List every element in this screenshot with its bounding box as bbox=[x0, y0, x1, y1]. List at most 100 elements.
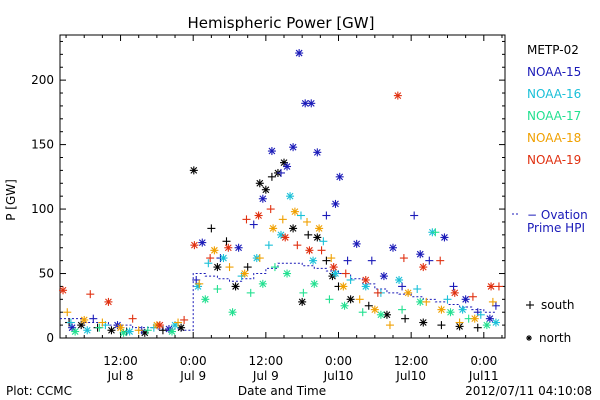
data-point bbox=[437, 321, 446, 330]
data-point bbox=[385, 321, 394, 330]
x-tick-date-label: Jul 8 bbox=[107, 369, 134, 383]
data-point bbox=[303, 217, 312, 226]
data-point bbox=[398, 305, 407, 314]
data-point bbox=[246, 288, 255, 297]
data-point bbox=[440, 233, 449, 242]
data-point bbox=[322, 211, 331, 220]
data-point bbox=[488, 297, 497, 306]
data-point bbox=[388, 243, 397, 252]
data-point bbox=[310, 279, 319, 288]
x-tick-time-label: 12:00 bbox=[394, 354, 429, 368]
data-point bbox=[210, 246, 219, 255]
data-point bbox=[431, 228, 440, 237]
data-point bbox=[283, 162, 292, 171]
data-point bbox=[195, 279, 204, 288]
y-axis-label: P [GW] bbox=[4, 179, 18, 221]
data-point bbox=[189, 166, 198, 175]
y-tick-label: 100 bbox=[31, 202, 54, 216]
data-point bbox=[293, 241, 302, 250]
data-point bbox=[177, 323, 186, 332]
data-point bbox=[155, 321, 164, 330]
data-point bbox=[198, 238, 207, 247]
legend-entry: METP-02 bbox=[527, 43, 579, 57]
data-point bbox=[343, 256, 352, 265]
data-point bbox=[249, 220, 258, 229]
ovation-hpi-path bbox=[60, 262, 496, 331]
data-point bbox=[71, 327, 80, 336]
data-point bbox=[315, 224, 324, 233]
data-point bbox=[219, 254, 228, 263]
legend-entry: NOAA-15 bbox=[527, 65, 581, 79]
data-point bbox=[313, 233, 322, 242]
data-point bbox=[470, 314, 479, 323]
data-point bbox=[395, 275, 404, 284]
data-point bbox=[283, 269, 292, 278]
x-axis-label: Date and Time bbox=[238, 384, 326, 398]
data-point bbox=[364, 301, 373, 310]
data-point bbox=[340, 301, 349, 310]
data-point bbox=[370, 305, 379, 314]
data-point bbox=[281, 233, 290, 242]
legend-north-symbol bbox=[526, 335, 532, 341]
data-point bbox=[425, 256, 434, 265]
data-point bbox=[401, 314, 410, 323]
data-point bbox=[419, 318, 428, 327]
footer-timestamp: 2012/07/11 04:10:08 bbox=[465, 384, 592, 398]
footer-plot-credit: Plot: CCMC bbox=[6, 384, 72, 398]
data-point bbox=[240, 269, 249, 278]
data-point bbox=[134, 326, 143, 335]
x-tick-date-label: Jul 9 bbox=[179, 369, 206, 383]
ovation-prime-hpi-line bbox=[60, 262, 496, 331]
data-point bbox=[436, 256, 445, 265]
legend-south-label: south bbox=[541, 298, 575, 312]
data-point bbox=[329, 263, 338, 272]
data-point bbox=[455, 318, 464, 327]
legend-entry: NOAA-16 bbox=[527, 87, 581, 101]
data-point bbox=[376, 310, 385, 319]
data-point bbox=[450, 288, 459, 297]
data-point bbox=[458, 305, 467, 314]
data-point bbox=[485, 314, 494, 323]
y-tick-label: 150 bbox=[31, 138, 54, 152]
data-point bbox=[346, 275, 355, 284]
data-point bbox=[59, 286, 68, 295]
data-point bbox=[255, 254, 264, 263]
data-point bbox=[482, 321, 491, 330]
data-point bbox=[341, 269, 350, 278]
data-point bbox=[66, 318, 75, 327]
data-point bbox=[305, 246, 314, 255]
data-point bbox=[242, 215, 251, 224]
data-point bbox=[289, 224, 298, 233]
data-point bbox=[361, 282, 370, 291]
data-point bbox=[225, 263, 234, 272]
data-point bbox=[468, 292, 477, 301]
legend-north-label: north bbox=[539, 331, 571, 345]
data-point bbox=[373, 288, 382, 297]
data-point bbox=[201, 295, 210, 304]
data-point bbox=[352, 239, 361, 248]
data-point bbox=[231, 282, 240, 291]
data-point bbox=[180, 315, 189, 324]
data-point bbox=[174, 318, 183, 327]
data-point bbox=[358, 308, 367, 317]
data-point bbox=[355, 295, 364, 304]
data-point bbox=[267, 147, 276, 156]
data-point bbox=[228, 308, 237, 317]
data-point bbox=[317, 246, 326, 255]
data-point bbox=[361, 275, 370, 284]
data-point bbox=[413, 285, 422, 294]
data-point bbox=[327, 254, 336, 263]
legend-entry: NOAA-19 bbox=[527, 153, 581, 167]
data-point bbox=[276, 168, 285, 177]
data-point bbox=[416, 250, 425, 259]
data-point bbox=[95, 323, 104, 332]
y-tick-label: 50 bbox=[39, 267, 54, 281]
x-tick-time-label: 12:00 bbox=[103, 354, 138, 368]
data-point bbox=[128, 314, 137, 323]
data-point bbox=[264, 241, 273, 250]
data-point bbox=[261, 185, 270, 194]
data-point bbox=[190, 241, 199, 250]
data-point bbox=[367, 256, 376, 265]
x-tick-date-label: Jul11 bbox=[468, 369, 499, 383]
